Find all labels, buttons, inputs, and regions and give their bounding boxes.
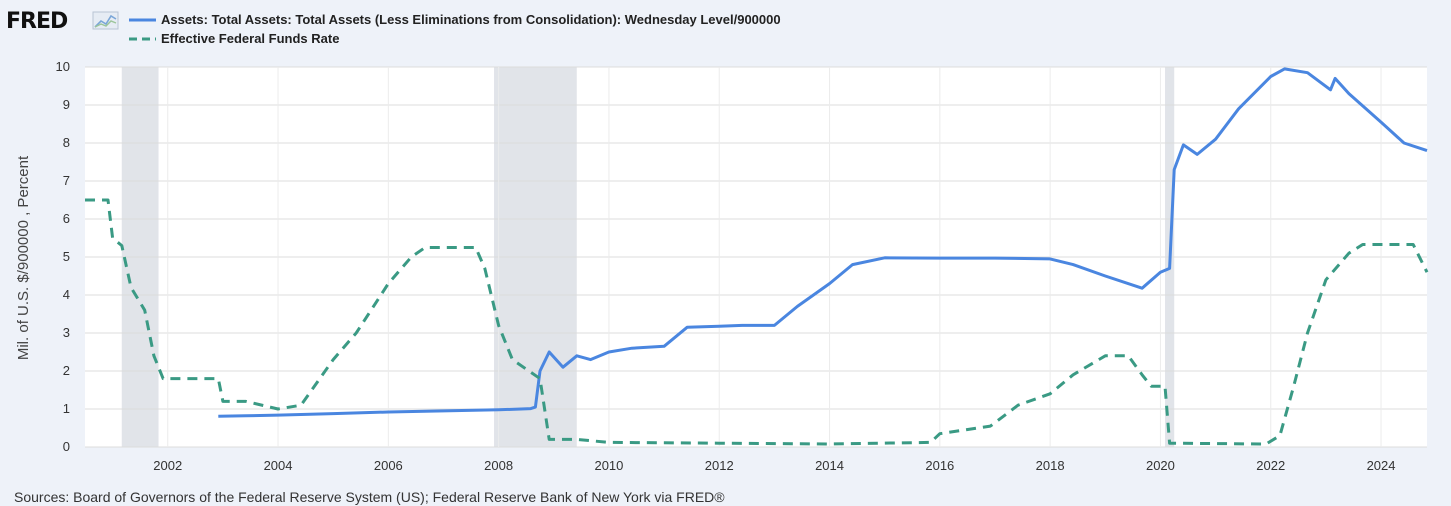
y-tick-label-6: 6 xyxy=(63,211,70,226)
x-tick-label-10: 2022 xyxy=(1256,458,1285,473)
legend-item-fed-funds: Effective Federal Funds Rate xyxy=(129,31,339,46)
chart-line-icon xyxy=(92,11,119,30)
x-tick-label-6: 2014 xyxy=(815,458,844,473)
legend-label-assets: Assets: Total Assets: Total Assets (Less… xyxy=(161,12,781,27)
y-axis-ticks: 0 1 2 3 4 5 6 7 8 9 10 xyxy=(56,59,70,454)
y-tick-label-1: 1 xyxy=(63,401,70,416)
y-tick-label-7: 7 xyxy=(63,173,70,188)
x-tick-label-0: 2002 xyxy=(153,458,182,473)
legend-item-assets: Assets: Total Assets: Total Assets (Less… xyxy=(129,12,781,27)
x-tick-label-8: 2018 xyxy=(1036,458,1065,473)
x-tick-label-5: 2012 xyxy=(705,458,734,473)
x-axis-ticks: 2002 2004 2006 2008 2010 2012 2014 2016 2018 2020… xyxy=(153,458,1395,473)
y-tick-label-0: 0 xyxy=(63,439,70,454)
legend: Assets: Total Assets: Total Assets (Less… xyxy=(129,12,781,46)
y-tick-label-10: 10 xyxy=(56,59,70,74)
y-tick-label-9: 9 xyxy=(63,97,70,112)
x-tick-label-9: 2020 xyxy=(1146,458,1175,473)
y-tick-label-3: 3 xyxy=(63,325,70,340)
series-lines xyxy=(85,67,1429,446)
x-tick-label-4: 2010 xyxy=(594,458,623,473)
x-tick-label-7: 2016 xyxy=(925,458,954,473)
x-tick-label-3: 2008 xyxy=(484,458,513,473)
x-tick-label-2: 2006 xyxy=(374,458,403,473)
y-tick-label-2: 2 xyxy=(63,363,70,378)
y-axis-title: Mil. of U.S. $/900000 , Percent xyxy=(15,155,32,360)
legend-label-fed-funds: Effective Federal Funds Rate xyxy=(161,31,339,46)
series-line-total-assets xyxy=(218,67,1428,418)
fred-logo[interactable]: FRED xyxy=(6,9,119,34)
y-tick-label-5: 5 xyxy=(63,249,70,264)
x-tick-label-1: 2004 xyxy=(264,458,293,473)
logo-text: FRED xyxy=(6,9,68,34)
grid xyxy=(85,66,1427,448)
y-tick-label-4: 4 xyxy=(63,287,70,302)
plot-area xyxy=(85,66,1429,448)
y-tick-label-8: 8 xyxy=(63,135,70,150)
x-tick-label-11: 2024 xyxy=(1367,458,1396,473)
source-note: Sources: Board of Governors of the Feder… xyxy=(14,489,725,505)
